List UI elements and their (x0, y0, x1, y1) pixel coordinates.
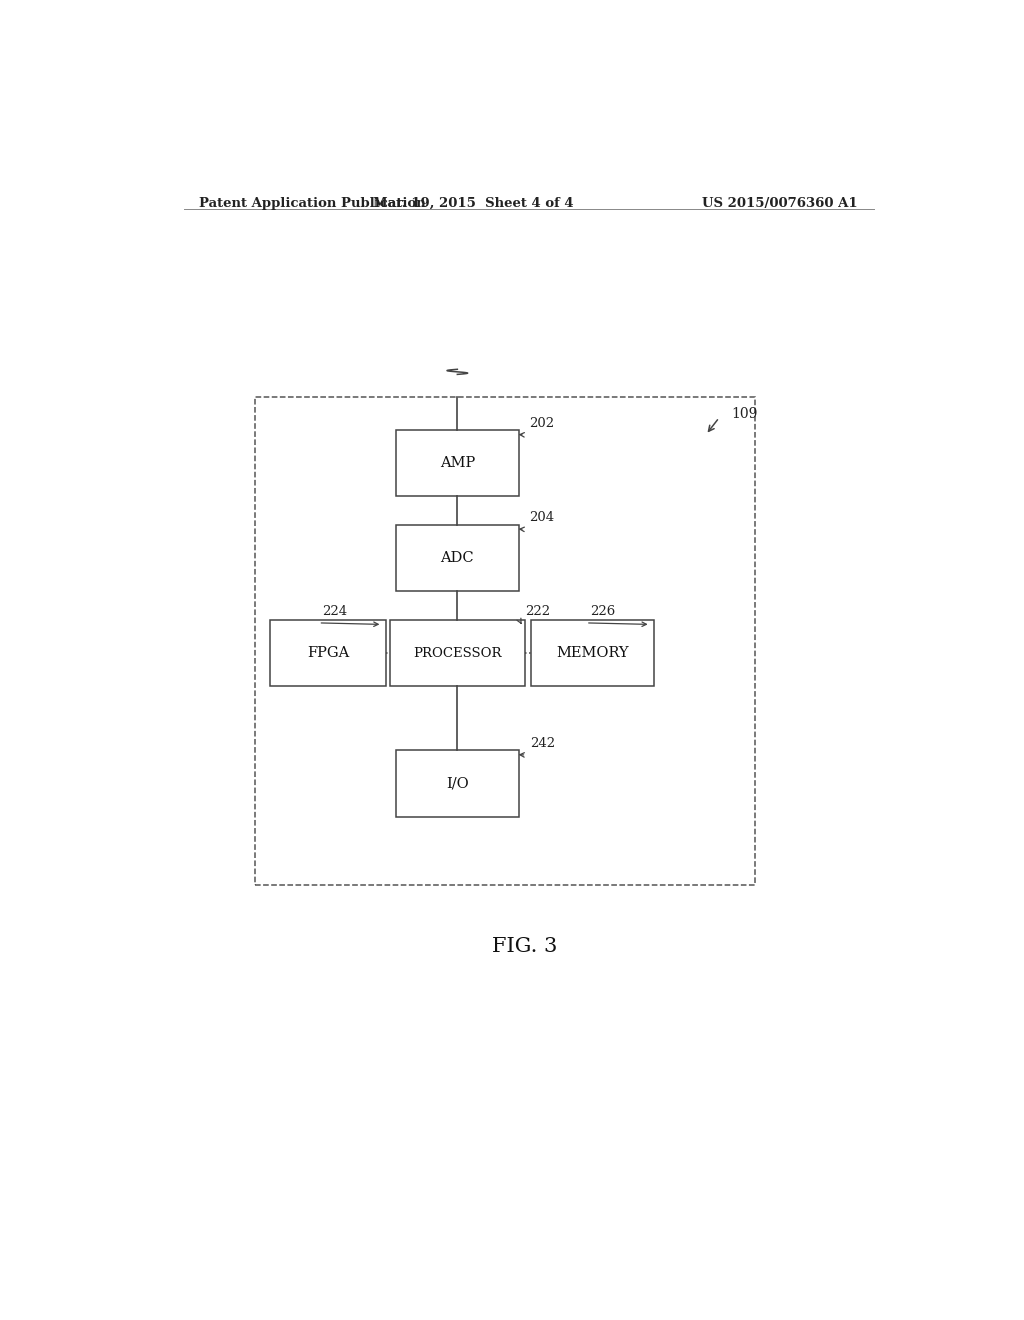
Text: AMP: AMP (439, 457, 475, 470)
Bar (255, 397, 755, 886)
Text: FIG. 3: FIG. 3 (493, 937, 557, 956)
Text: PROCESSOR: PROCESSOR (413, 647, 502, 660)
Text: 202: 202 (528, 417, 554, 430)
Bar (390, 620, 524, 686)
Text: MEMORY: MEMORY (556, 647, 629, 660)
Bar (530, 620, 653, 686)
Text: Patent Application Publication: Patent Application Publication (200, 197, 426, 210)
Bar (396, 525, 519, 591)
Bar (396, 430, 519, 496)
Text: FPGA: FPGA (307, 647, 349, 660)
Bar (396, 751, 519, 817)
Text: I/O: I/O (446, 776, 469, 791)
Text: 224: 224 (323, 605, 347, 618)
Text: 204: 204 (528, 511, 554, 524)
Text: Mar. 19, 2015  Sheet 4 of 4: Mar. 19, 2015 Sheet 4 of 4 (373, 197, 573, 210)
Bar (270, 620, 385, 686)
Text: 226: 226 (590, 605, 615, 618)
Text: ADC: ADC (440, 550, 474, 565)
Text: US 2015/0076360 A1: US 2015/0076360 A1 (702, 197, 858, 210)
Text: 109: 109 (731, 407, 758, 421)
Text: 242: 242 (530, 737, 555, 750)
Text: 222: 222 (524, 605, 550, 618)
